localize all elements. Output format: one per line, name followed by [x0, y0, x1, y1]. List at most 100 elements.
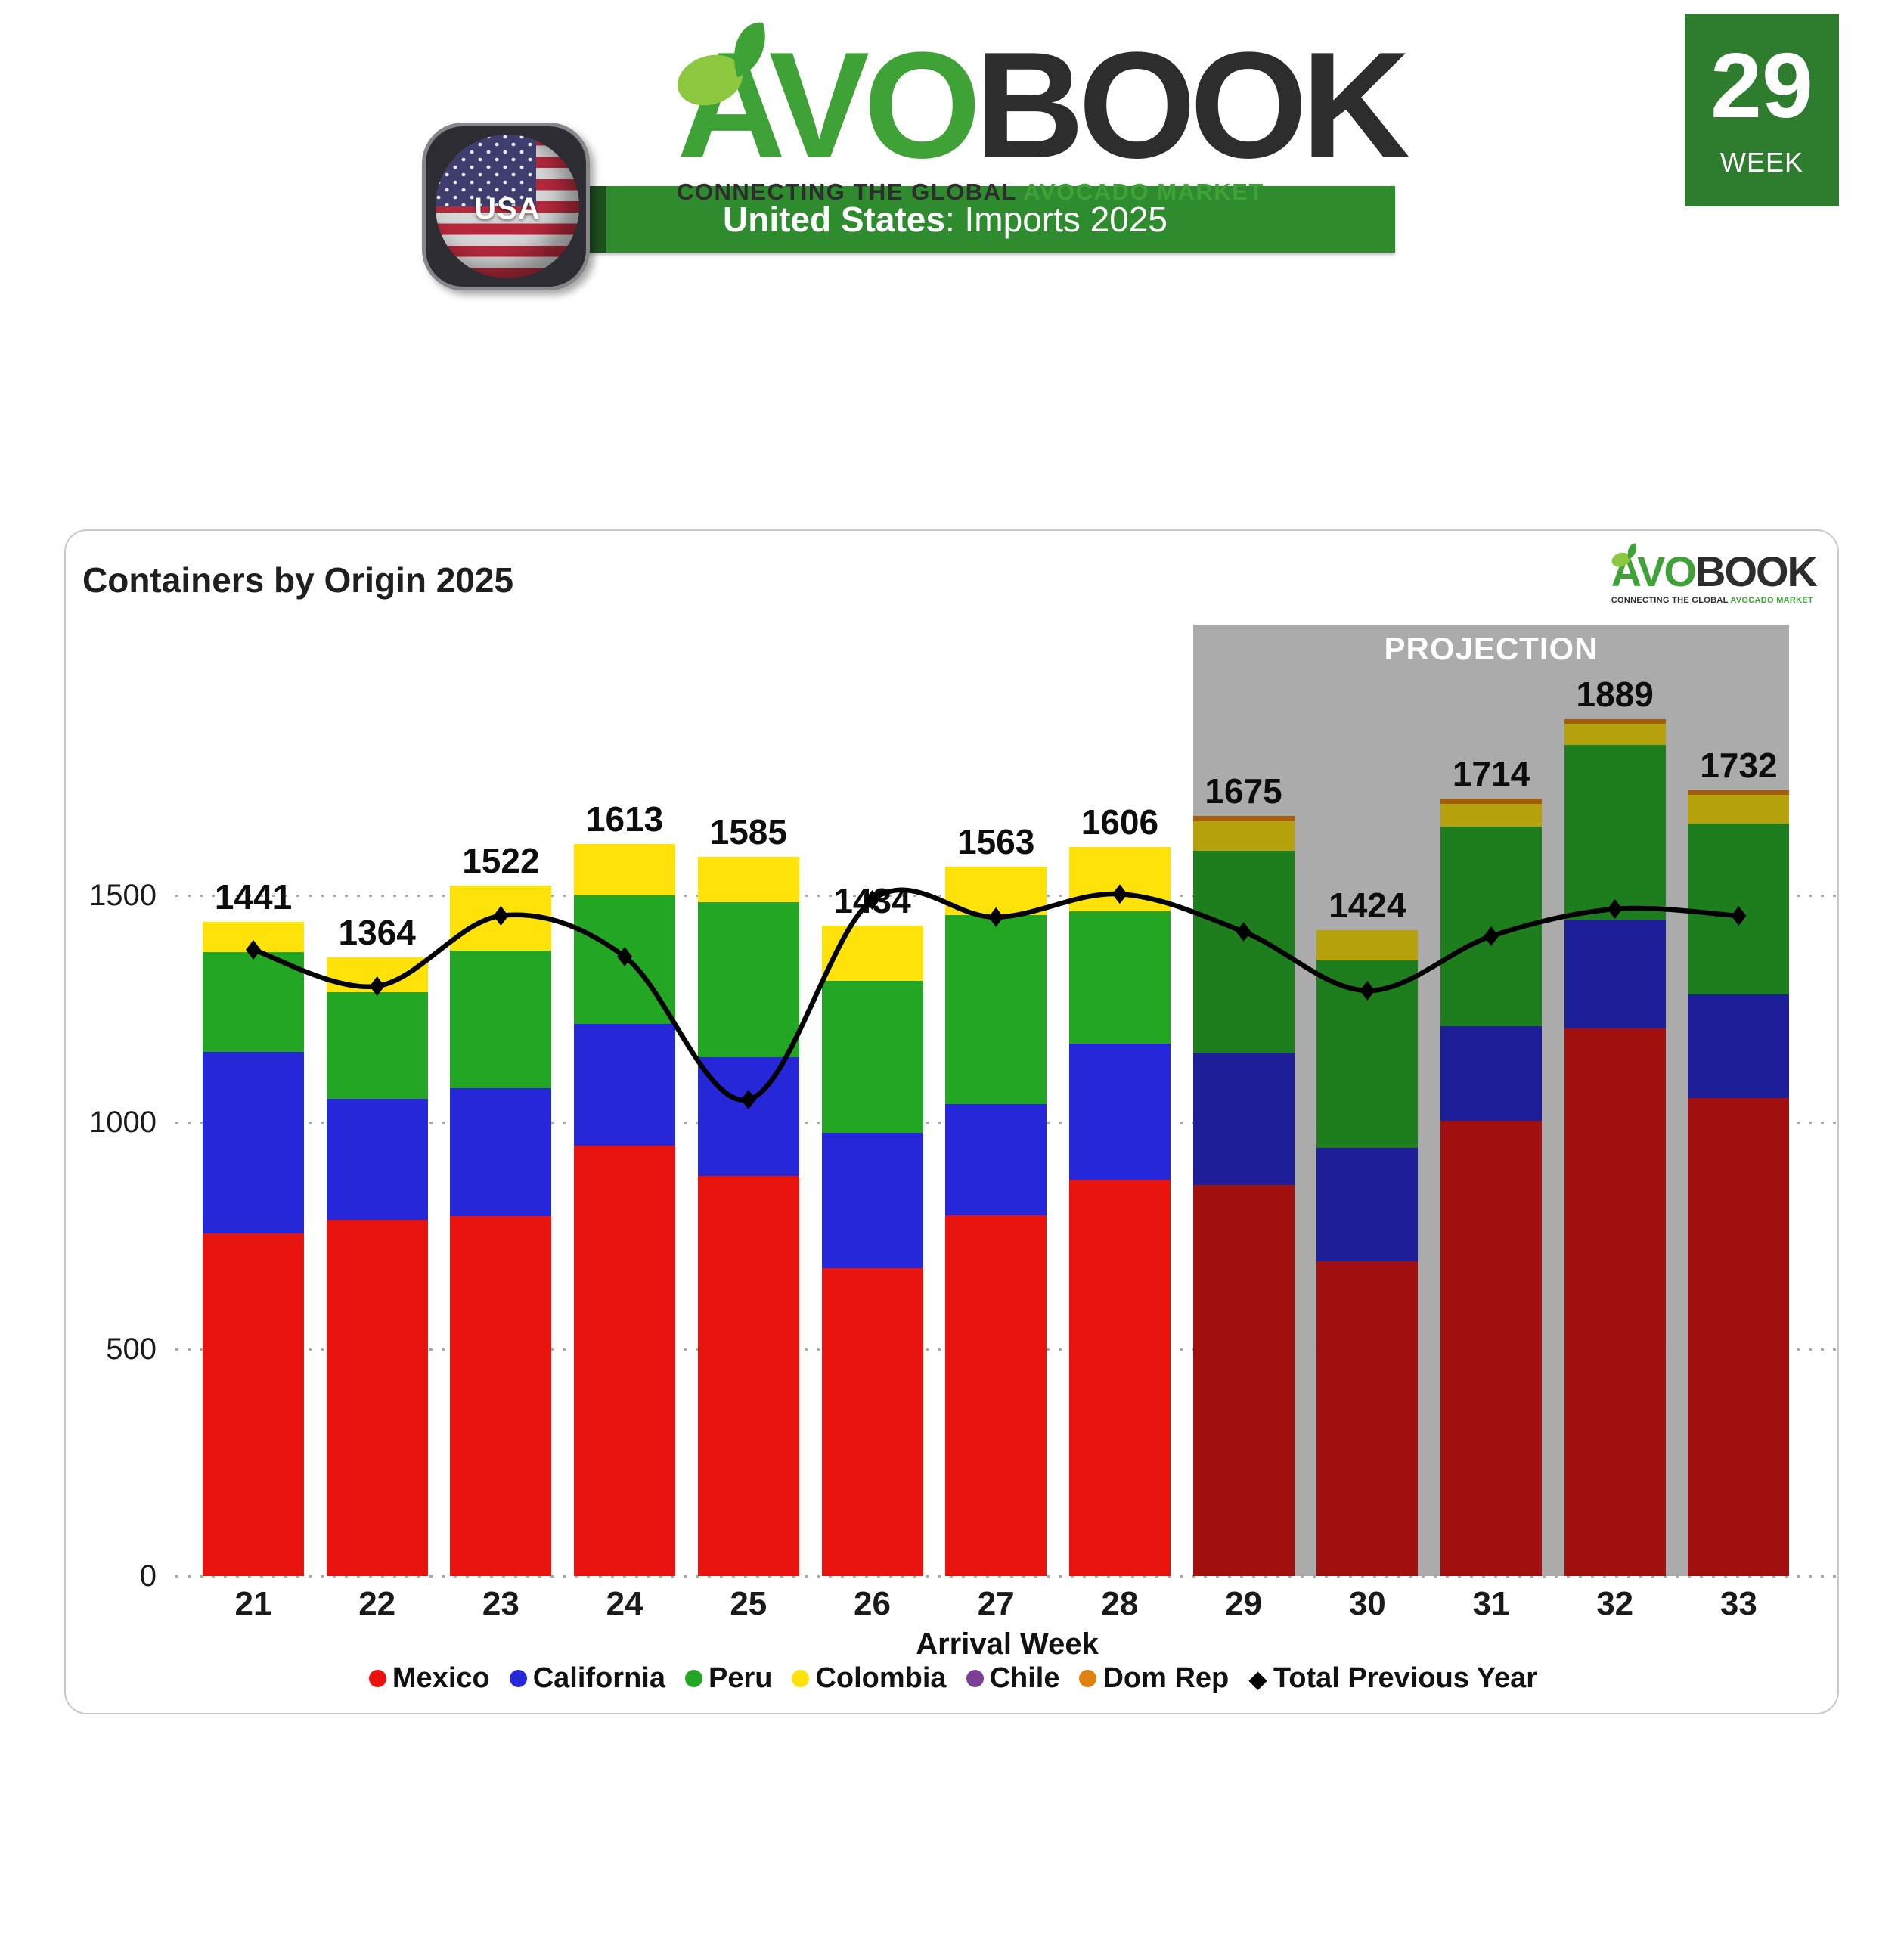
usa-flag-badge: USA — [422, 123, 590, 290]
legend-dot-icon — [792, 1670, 810, 1687]
x-tick-label: 31 — [1472, 1585, 1510, 1622]
bar-total-label: 1889 — [1576, 674, 1654, 714]
bar-segment-colombia — [203, 922, 304, 952]
x-axis-title: Arrival Week — [916, 1627, 1099, 1661]
y-tick-label: 500 — [106, 1333, 157, 1366]
bar-segment-mexico — [945, 1215, 1047, 1576]
usa-flag-label: USA — [474, 192, 541, 225]
week-badge: 29 WEEK — [1685, 14, 1839, 206]
x-tick-label: 32 — [1596, 1585, 1634, 1622]
y-tick-label: 0 — [139, 1559, 157, 1593]
avobook-tagline: CONNECTING THE GLOBAL AVOCADO MARKET — [677, 178, 1264, 205]
avobook-logo-small: AVOBOOK CONNECTING THE GLOBAL AVOCADO MA… — [1611, 543, 1818, 605]
bar-segment-peru — [821, 980, 923, 1134]
legend-label: Dom Rep — [1102, 1662, 1230, 1694]
bar-total-label: 1424 — [1329, 885, 1406, 925]
bar-segment-colombia — [821, 925, 923, 981]
bar-segment-california — [821, 1133, 923, 1268]
bar-segment-colombia — [450, 885, 552, 951]
x-tick-label: 21 — [234, 1585, 272, 1622]
bar-segment-mexico — [697, 1176, 799, 1576]
bar-total-label: 1613 — [585, 799, 664, 839]
bar-segment-mexico — [1068, 1180, 1171, 1576]
x-tick-label: 23 — [482, 1585, 519, 1622]
usa-flag-icon: USA — [436, 135, 579, 278]
report-banner: United States: Imports 2025 — [495, 186, 1395, 253]
bar-segment-california — [945, 1104, 1047, 1215]
chart-card: Containers by Origin 2025 AVOBOOK CONNEC… — [64, 529, 1839, 1714]
bar-segment-colombia — [574, 844, 676, 895]
bar-segment-peru — [1688, 824, 1790, 994]
bar-segment-california — [1440, 1025, 1542, 1122]
legend-item-mexico: Mexico — [368, 1662, 490, 1695]
legend-item-peru: Peru — [684, 1662, 772, 1695]
gridline-0 — [175, 1575, 1839, 1578]
avobook-logo: AVOBOOK CONNECTING THE GLOBAL AVOCADO MA… — [677, 21, 1411, 206]
bar-segment-peru — [1192, 850, 1295, 1053]
bar-segment-colombia — [326, 957, 428, 992]
bar-segment-mexico — [450, 1216, 552, 1576]
bar-segment-mexico — [1688, 1097, 1790, 1576]
x-tick-label: 29 — [1225, 1585, 1263, 1622]
bar-total-label: 1675 — [1205, 771, 1282, 811]
bar-segment-mexico — [574, 1145, 676, 1576]
bar-total-label: 1606 — [1081, 802, 1159, 842]
bar-segment-colombia — [1316, 929, 1419, 960]
bar-segment-california — [203, 1052, 304, 1233]
bar-total-label: 1434 — [833, 880, 911, 920]
x-tick-label: 24 — [606, 1585, 643, 1622]
bar-segment-peru — [697, 902, 799, 1058]
legend-label: California — [532, 1662, 665, 1694]
bar-total-label: 1585 — [709, 812, 787, 852]
bar-segment-mexico — [1564, 1028, 1666, 1576]
legend-diamond-icon: ◆ — [1248, 1665, 1267, 1692]
bar-total-label: 1714 — [1452, 753, 1530, 793]
bar-segment-california — [1564, 920, 1666, 1028]
legend: Mexico California Peru Colombia Chile Dom Rep… — [66, 1662, 1840, 1695]
bar-segment-mexico — [203, 1233, 304, 1576]
avobook-leaf-icon — [678, 22, 765, 106]
projection-label: PROJECTION — [1384, 631, 1599, 666]
bar-total-label: 1522 — [462, 840, 540, 880]
bar-segment-dom-rep — [1564, 718, 1666, 724]
bar-total-label: 1364 — [338, 912, 416, 952]
x-tick-label: 25 — [730, 1585, 767, 1622]
bar-segment-peru — [326, 991, 428, 1099]
y-tick-label: 1500 — [89, 879, 157, 912]
usa-flag-canton — [436, 135, 536, 206]
bar-segment-colombia — [1192, 821, 1295, 851]
legend-dot-icon — [368, 1670, 386, 1687]
legend-item-california: California — [509, 1662, 665, 1695]
chart-title: Containers by Origin 2025 — [82, 560, 514, 600]
bar-segment-peru — [1440, 827, 1542, 1026]
legend-item-chile: Chile — [966, 1662, 1060, 1695]
week-label: WEEK — [1719, 147, 1803, 178]
bar-segment-peru — [1564, 745, 1666, 920]
legend-dot-icon — [684, 1670, 702, 1687]
bar-segment-mexico — [326, 1220, 428, 1576]
bar-segment-colombia — [1564, 724, 1666, 746]
bar-segment-peru — [450, 951, 552, 1088]
bar-segment-colombia — [1068, 847, 1171, 911]
legend-label: Colombia — [815, 1662, 947, 1694]
bar-total-label: 1563 — [957, 822, 1035, 862]
x-tick-label: 22 — [358, 1585, 396, 1622]
legend-label: Mexico — [392, 1662, 490, 1694]
legend-dot-icon — [966, 1670, 984, 1687]
bar-segment-mexico — [1440, 1121, 1542, 1576]
x-tick-label: 30 — [1348, 1585, 1386, 1622]
x-tick-label: 27 — [977, 1585, 1015, 1622]
x-tick-label: 26 — [854, 1585, 891, 1622]
legend-dot-icon — [509, 1670, 527, 1687]
avobook-wordmark: AVOBOOK — [677, 21, 1411, 190]
x-tick-label: 28 — [1101, 1585, 1139, 1622]
legend-label: Chile — [989, 1662, 1060, 1694]
bar-segment-california — [1192, 1053, 1295, 1185]
week-number: 29 — [1710, 34, 1813, 137]
bar-segment-colombia — [697, 857, 799, 902]
bar-segment-dom-rep — [1688, 790, 1790, 796]
bar-segment-peru — [574, 895, 676, 1024]
report-banner-text: United States: Imports 2025 — [723, 200, 1168, 239]
legend-item-dom-rep: Dom Rep — [1079, 1662, 1229, 1695]
bar-segment-colombia — [1688, 795, 1790, 824]
